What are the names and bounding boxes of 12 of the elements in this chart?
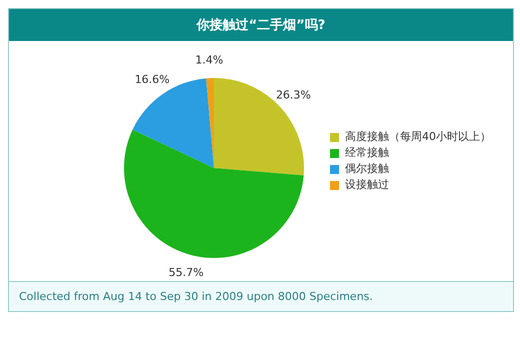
legend-label: 设接触过	[345, 177, 389, 193]
legend-label: 高度接触（每周40小时以上）	[345, 129, 491, 145]
legend-label: 偶尔接触	[345, 161, 389, 177]
text: Collected from Aug 14 to Sep 30 in 2009 upon 8000 Specimens.	[19, 290, 374, 303]
data-label: 55.7%	[168, 266, 204, 279]
data-label: 26.3%	[276, 88, 311, 102]
data-label: 1.4%	[195, 54, 224, 67]
data-label: 16.6%	[134, 72, 170, 86]
pie-slice	[206, 78, 214, 168]
chart-title: 你接触过“二手烟”吗?	[9, 9, 513, 41]
pie-slice	[124, 130, 304, 258]
legend-label: 经常接触	[345, 145, 389, 161]
